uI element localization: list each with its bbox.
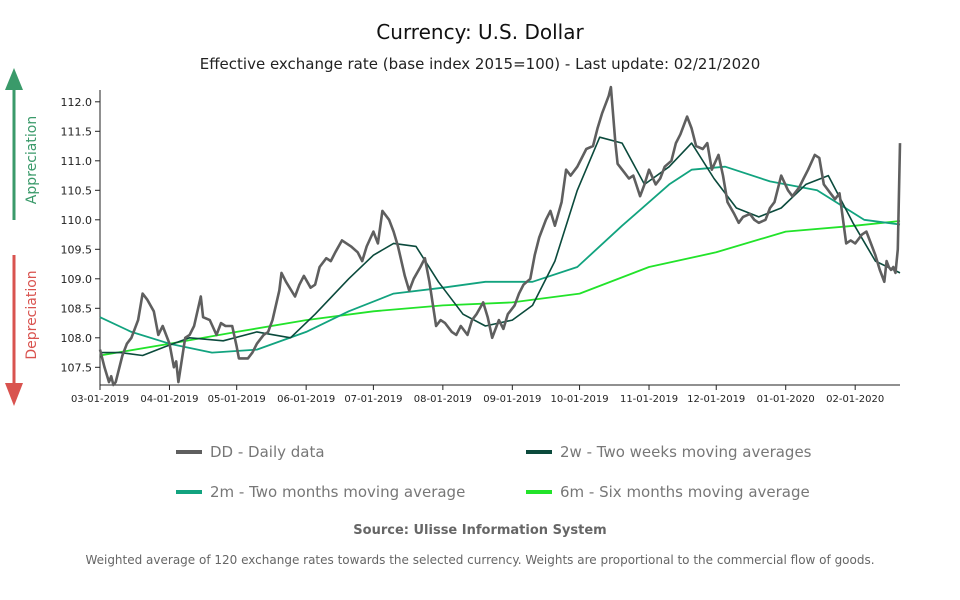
appreciation-label: Appreciation <box>24 116 40 204</box>
series-line-w2 <box>100 136 901 357</box>
legend-swatch-6m <box>526 490 552 494</box>
legend-label-2w: 2w - Two weeks moving averages <box>560 443 812 461</box>
legend-item-6m[interactable]: 6m - Six months moving average <box>526 483 810 501</box>
y-tick-label: 107.5 <box>61 361 93 374</box>
chart-subtitle: Effective exchange rate (base index 2015… <box>199 55 761 73</box>
x-tick-label: 06-01-2019 <box>277 394 335 405</box>
legend-item-2m[interactable]: 2m - Two months moving average <box>176 483 465 501</box>
direction-arrows: Appreciation Depreciation <box>5 68 40 406</box>
series-line-m2 <box>99 165 901 354</box>
x-tick-label: 11-01-2019 <box>620 394 678 405</box>
depreciation-arrow-head <box>5 383 23 406</box>
x-tick-label: 03-01-2019 <box>71 394 129 405</box>
x-tick-label: 09-01-2019 <box>483 394 541 405</box>
legend-label-2m: 2m - Two months moving average <box>210 483 466 501</box>
series-lines <box>98 85 902 387</box>
x-tick-label: 08-01-2019 <box>414 394 472 405</box>
x-tick-label: 04-01-2019 <box>140 394 198 405</box>
x-tick-label: 01-01-2020 <box>757 394 815 405</box>
x-tick-label: 10-01-2019 <box>550 394 608 405</box>
y-tick-label: 110.0 <box>61 214 93 227</box>
axes: 107.5 108.0 108.5 109.0 109.5 110.0 110.5 111.0… <box>61 90 900 405</box>
x-tick-label: 02-01-2020 <box>826 394 884 405</box>
y-tick-label: 111.0 <box>61 155 93 168</box>
legend-swatch-2w <box>526 450 552 454</box>
legend-label-6m: 6m - Six months moving average <box>560 483 810 501</box>
x-tick-label: 05-01-2019 <box>208 394 266 405</box>
legend-item-dd[interactable]: DD - Daily data <box>176 443 325 461</box>
legend-swatch-dd <box>176 450 202 454</box>
x-tick-label: 12-01-2019 <box>687 394 745 405</box>
y-tick-label: 109.0 <box>61 273 93 286</box>
y-tick-label: 108.0 <box>61 332 93 345</box>
source-text: Source: Ulisse Information System <box>353 523 607 538</box>
footnote-text: Weighted average of 120 exchange rates t… <box>85 553 875 567</box>
y-tick-label: 111.5 <box>61 125 93 138</box>
legend-swatch-2m <box>176 490 202 494</box>
y-tick-label: 112.0 <box>61 96 93 109</box>
appreciation-arrow-head <box>5 68 23 90</box>
legend-label-dd: DD - Daily data <box>210 443 325 461</box>
series-line-dd <box>98 85 902 387</box>
y-tick-label: 110.5 <box>61 184 93 197</box>
chart-title: Currency: U.S. Dollar <box>376 20 584 44</box>
y-tick-label: 108.5 <box>61 302 93 315</box>
series-line-m6 <box>99 220 901 357</box>
x-tick-label: 07-01-2019 <box>344 394 402 405</box>
y-tick-label: 109.5 <box>61 243 93 256</box>
legend-item-2w[interactable]: 2w - Two weeks moving averages <box>526 443 812 461</box>
depreciation-label: Depreciation <box>24 270 40 359</box>
